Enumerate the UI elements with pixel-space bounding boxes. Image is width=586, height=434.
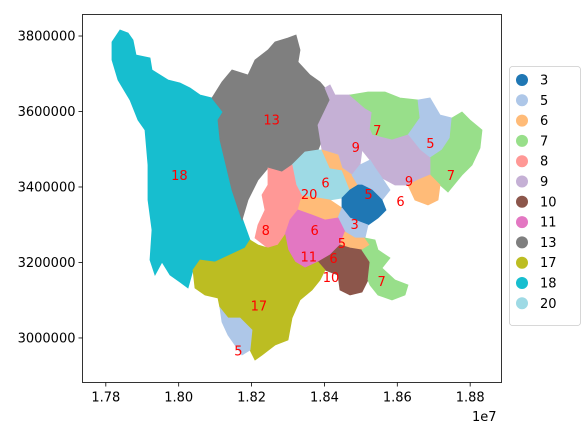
region-7-south bbox=[361, 237, 409, 301]
y-tick-label: 3200000 bbox=[18, 256, 76, 271]
region-label: 5 bbox=[234, 345, 242, 360]
region-label: 7 bbox=[373, 124, 381, 139]
region-label: 6 bbox=[321, 177, 329, 192]
legend-label: 18 bbox=[540, 277, 557, 292]
legend-marker bbox=[516, 175, 528, 188]
legend-marker bbox=[516, 114, 528, 127]
legend-label: 5 bbox=[540, 94, 548, 109]
region-label: 6 bbox=[310, 224, 318, 239]
region-label: 17 bbox=[251, 299, 268, 314]
region-6-east bbox=[407, 174, 441, 206]
region-polygons bbox=[111, 29, 483, 361]
legend: 3 5 6 7 8 9 10 11 13 17 18 20 bbox=[509, 66, 581, 326]
region-5-sw bbox=[219, 306, 253, 356]
legend-marker bbox=[516, 277, 528, 289]
region-9-north bbox=[317, 84, 373, 176]
region-label: 20 bbox=[301, 188, 318, 203]
region-label: 6 bbox=[396, 195, 404, 210]
region-label: 7 bbox=[447, 169, 455, 184]
legend-label: 13 bbox=[540, 236, 557, 251]
region-label: 6 bbox=[329, 252, 337, 267]
legend-label: 10 bbox=[540, 195, 557, 210]
region-label: 9 bbox=[405, 175, 413, 190]
region-label: 18 bbox=[171, 169, 188, 184]
region-label: 13 bbox=[263, 114, 280, 129]
region-7-east bbox=[429, 111, 483, 193]
region-label: 5 bbox=[426, 137, 434, 152]
legend-marker bbox=[516, 216, 528, 229]
legend-marker bbox=[516, 94, 528, 107]
legend-label: 9 bbox=[540, 175, 548, 190]
legend-label: 6 bbox=[540, 114, 548, 129]
y-axis: 3000000 3200000 3400000 3600000 3800000 bbox=[18, 30, 83, 346]
region-label: 9 bbox=[352, 141, 360, 156]
legend-label: 20 bbox=[540, 297, 557, 312]
x-axis-offset-label: 1e7 bbox=[472, 410, 497, 425]
region-label: 11 bbox=[300, 250, 317, 265]
x-tick-label: 1.84 bbox=[310, 391, 339, 406]
y-tick-label: 3000000 bbox=[18, 331, 76, 346]
region-label: 7 bbox=[377, 275, 385, 290]
legend-label: 7 bbox=[540, 134, 548, 149]
x-tick-label: 1.88 bbox=[456, 391, 485, 406]
region-label: 5 bbox=[338, 237, 346, 252]
x-tick-label: 1.78 bbox=[91, 391, 120, 406]
y-tick-label: 3800000 bbox=[18, 30, 76, 45]
legend-label: 3 bbox=[540, 74, 548, 89]
region-label: 3 bbox=[351, 218, 359, 233]
axes-frame bbox=[82, 14, 502, 383]
x-axis: 1.78 1.80 1.82 1.84 1.86 1.88 bbox=[91, 382, 485, 406]
y-tick-label: 3400000 bbox=[18, 180, 76, 195]
region-label: 10 bbox=[323, 271, 340, 286]
legend-marker bbox=[516, 236, 528, 249]
legend-label: 11 bbox=[540, 216, 557, 231]
legend-label: 8 bbox=[540, 155, 548, 170]
legend-marker bbox=[516, 74, 528, 86]
x-tick-label: 1.80 bbox=[164, 391, 193, 406]
legend-marker bbox=[516, 256, 528, 269]
x-tick-label: 1.86 bbox=[383, 391, 412, 406]
region-label: 5 bbox=[364, 188, 372, 203]
legend-marker bbox=[516, 195, 528, 208]
legend-marker bbox=[516, 134, 528, 147]
y-tick-label: 3600000 bbox=[18, 105, 76, 120]
legend-label: 17 bbox=[540, 256, 557, 271]
legend-marker bbox=[516, 155, 528, 168]
region-label: 8 bbox=[262, 224, 270, 239]
x-tick-label: 1.82 bbox=[237, 391, 266, 406]
legend-marker bbox=[516, 297, 528, 310]
